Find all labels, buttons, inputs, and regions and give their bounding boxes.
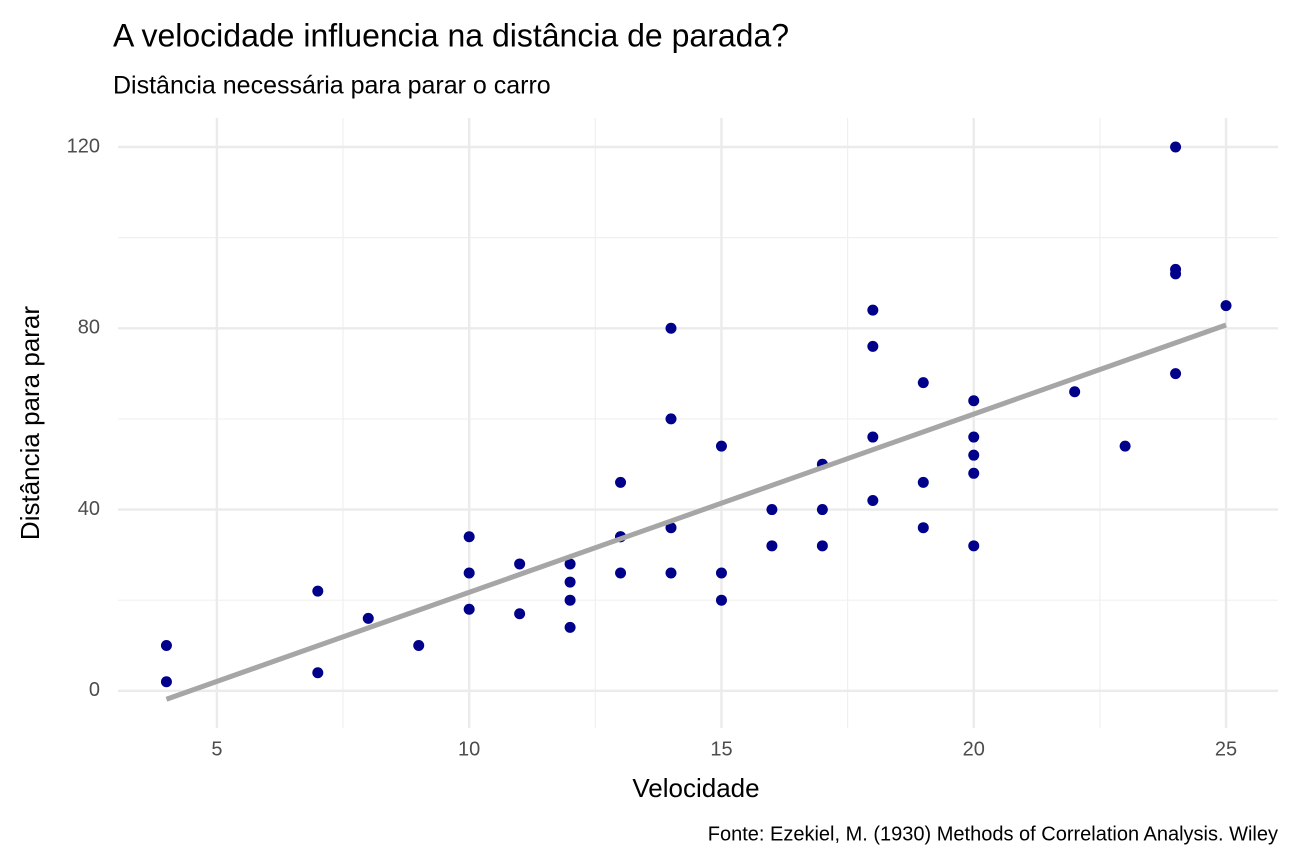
point [816, 504, 828, 516]
point [463, 567, 475, 579]
point [867, 494, 879, 506]
chart-subtitle: Distância necessária para parar o carro [113, 72, 551, 100]
point [413, 640, 425, 652]
point [564, 621, 576, 633]
point [968, 395, 980, 407]
point [715, 594, 727, 606]
point [766, 540, 778, 552]
point [463, 531, 475, 543]
point [715, 567, 727, 579]
point [312, 667, 324, 679]
point [564, 576, 576, 588]
x-tick-label: 10 [458, 738, 480, 760]
point [362, 612, 374, 624]
point [1119, 440, 1131, 452]
point [160, 676, 172, 688]
y-tick-label: 120 [67, 135, 100, 157]
x-tick-label: 15 [710, 738, 732, 760]
trend-line [165, 322, 1227, 702]
point [917, 522, 929, 534]
point [564, 594, 576, 606]
point [665, 413, 677, 425]
x-tick-label: 5 [211, 738, 222, 760]
y-tick-label: 40 [78, 498, 100, 520]
point [1170, 368, 1182, 380]
point [766, 504, 778, 516]
point [564, 558, 576, 570]
x-tick-label: 20 [963, 738, 985, 760]
caption: Fonte: Ezekiel, M. (1930) Methods of Cor… [708, 823, 1278, 845]
point [867, 340, 879, 352]
point [1069, 386, 1081, 398]
point [968, 540, 980, 552]
point [968, 467, 980, 479]
point [665, 522, 677, 534]
point [867, 304, 879, 316]
y-tick-label: 80 [78, 317, 100, 339]
point [1170, 141, 1182, 153]
point [968, 449, 980, 461]
y-tick-label: 0 [89, 679, 100, 701]
point [816, 540, 828, 552]
point [463, 603, 475, 615]
chart-title: A velocidade influencia na distância de … [113, 17, 789, 53]
point [615, 567, 627, 579]
point [1220, 300, 1232, 312]
x-tick-label: 25 [1215, 738, 1237, 760]
point [312, 585, 324, 597]
point [1170, 263, 1182, 275]
point [968, 431, 980, 443]
point [867, 431, 879, 443]
point [514, 558, 526, 570]
point [160, 640, 172, 652]
point [665, 322, 677, 334]
point [514, 608, 526, 620]
point [615, 476, 627, 488]
point [917, 377, 929, 389]
point [715, 440, 727, 452]
x-axis-title: Velocidade [632, 773, 759, 803]
y-axis-title: Distância para parar [15, 306, 45, 540]
point [917, 476, 929, 488]
point [665, 567, 677, 579]
